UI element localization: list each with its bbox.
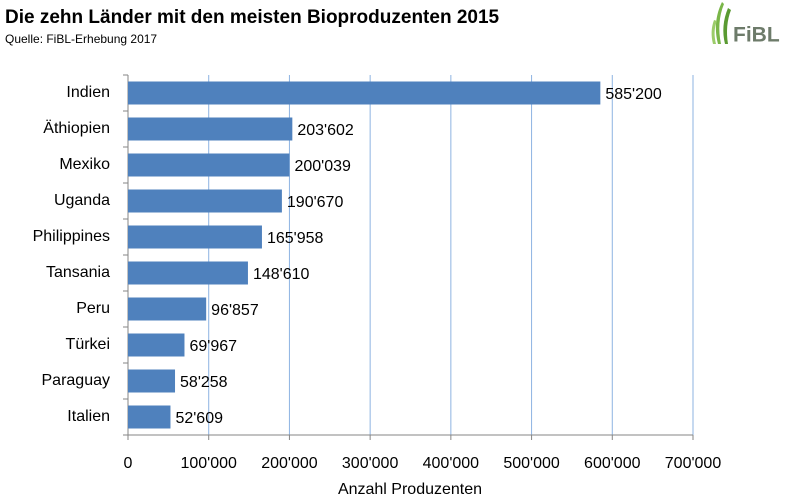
y-tick-label: Philippines [33, 228, 110, 245]
chart-title: Die zehn Länder mit den meisten Bioprodu… [5, 7, 500, 28]
x-tick-label: 600'000 [584, 455, 641, 472]
y-tick-label: Paraguay [42, 372, 111, 389]
y-tick-label: Türkei [66, 336, 110, 353]
chart-subtitle: Quelle: FiBL-Erhebung 2017 [5, 32, 157, 46]
y-tick-label: Indien [66, 84, 110, 101]
data-label: 58'258 [180, 374, 228, 391]
data-label: 69'967 [189, 338, 237, 355]
data-label: 200'039 [294, 158, 351, 175]
y-tick-label: Mexiko [59, 156, 110, 173]
logo-text: FiBL [733, 24, 780, 47]
data-label: 203'602 [297, 122, 354, 139]
x-axis-title: Anzahl Produzenten [338, 481, 482, 498]
bar [128, 81, 601, 105]
bar [128, 405, 171, 429]
data-label: 190'670 [287, 194, 344, 211]
bar [128, 225, 262, 249]
bar [128, 261, 248, 285]
bar [128, 153, 290, 177]
x-tick-label: 400'000 [423, 455, 480, 472]
data-label: 96'857 [211, 302, 259, 319]
logo-leaf [711, 20, 717, 44]
bar [128, 189, 282, 213]
x-tick-label: 500'000 [503, 455, 560, 472]
x-tick-label: 700'000 [665, 455, 722, 472]
y-tick-label: Peru [76, 300, 110, 317]
x-tick-label: 0 [124, 455, 133, 472]
data-label: 165'958 [267, 230, 324, 247]
x-tick-label: 100'000 [180, 455, 237, 472]
x-tick-label: 300'000 [342, 455, 399, 472]
x-tick-label: 200'000 [261, 455, 318, 472]
data-label: 148'610 [253, 266, 310, 283]
data-label: 585'200 [605, 86, 662, 103]
data-label: 52'609 [175, 410, 223, 427]
logo: FiBL [711, 2, 780, 47]
bar [128, 333, 185, 357]
y-tick-label: Uganda [54, 192, 110, 209]
y-tick-label: Äthiopien [43, 119, 110, 137]
bar [128, 297, 207, 321]
logo-leaf [723, 8, 731, 44]
logo-leaf [715, 2, 724, 44]
bar [128, 369, 176, 393]
y-tick-label: Italien [67, 408, 110, 425]
bar [128, 117, 293, 141]
y-tick-label: Tansania [46, 264, 110, 281]
